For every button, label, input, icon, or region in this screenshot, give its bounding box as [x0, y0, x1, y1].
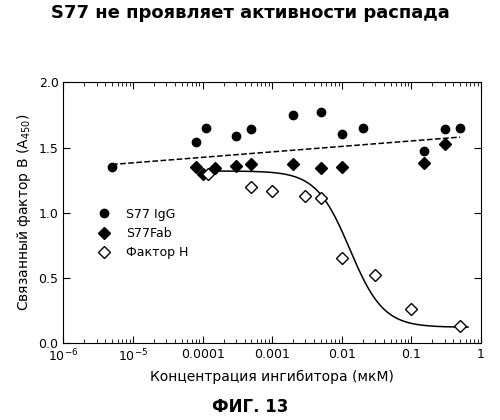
- Text: S77 не проявляет активности распада: S77 не проявляет активности распада: [50, 4, 450, 22]
- Text: ФИГ. 13: ФИГ. 13: [212, 398, 288, 416]
- Y-axis label: Связанный фактор B (A$_{450}$): Связанный фактор B (A$_{450}$): [15, 114, 33, 311]
- X-axis label: Концентрация ингибитора (мкМ): Концентрация ингибитора (мкМ): [150, 370, 394, 384]
- Legend: S77 IgG, S77Fab, Фактор H: S77 IgG, S77Fab, Фактор H: [86, 203, 194, 264]
